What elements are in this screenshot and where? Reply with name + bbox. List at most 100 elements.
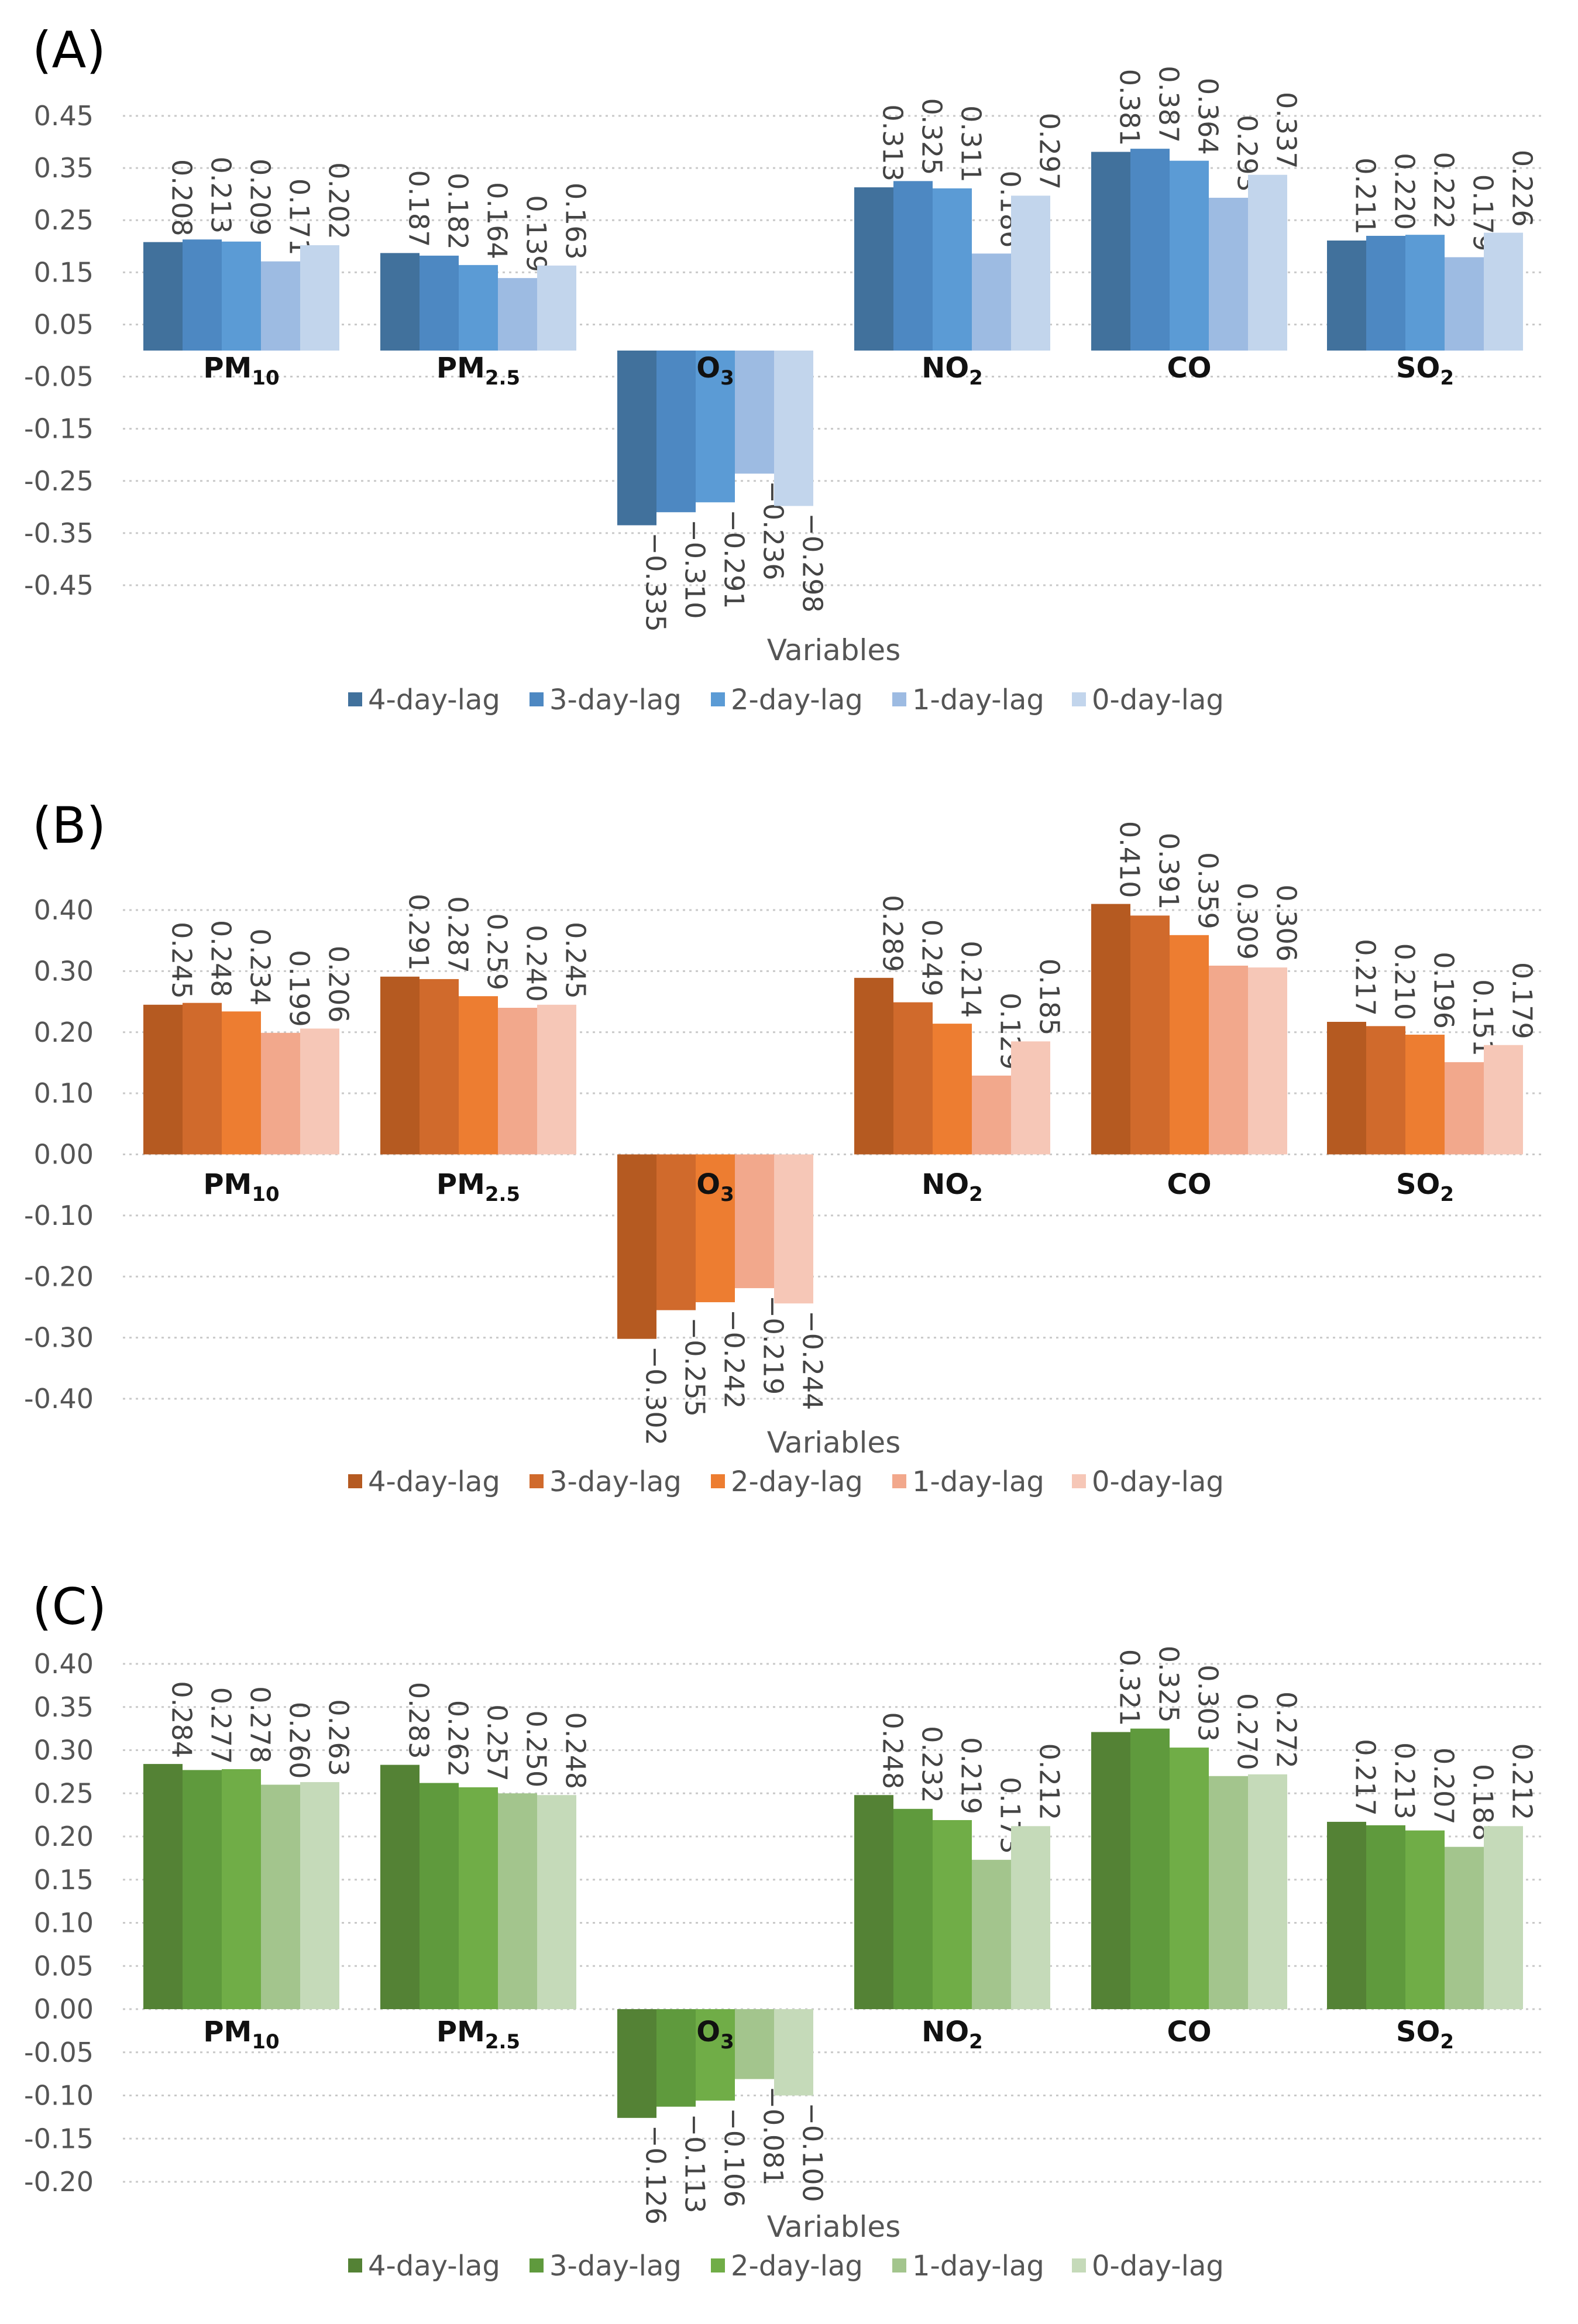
- category-label: PM10: [203, 1168, 279, 1206]
- x-axis-title: Variables: [767, 1426, 901, 1460]
- legend-swatch: [711, 692, 725, 706]
- category-subscript: 2: [1440, 1183, 1454, 1206]
- bar: [300, 245, 339, 351]
- legend-swatch: [711, 2258, 725, 2272]
- chart-panel-b: (B) 0.40 0.30 0.20 0.10 0.00 -0.10 -0.20 -0.30 -0…: [24, 797, 1542, 1498]
- category-base: PM: [203, 1168, 252, 1201]
- bar: [222, 1011, 261, 1155]
- legend-swatch: [892, 1474, 906, 1488]
- data-label: 0.248: [877, 1712, 909, 1789]
- bar: [1091, 152, 1130, 351]
- category-subscript: 2.5: [485, 366, 520, 390]
- data-label: 0.287: [442, 896, 474, 973]
- legend-swatch: [530, 2258, 544, 2272]
- category-base: SO: [1396, 2016, 1440, 2048]
- bar: [854, 187, 893, 351]
- category-base: PM: [203, 352, 252, 385]
- data-label: −0.113: [679, 2114, 711, 2213]
- data-label: 0.337: [1271, 92, 1302, 169]
- legend-label: 2-day-lag: [731, 2250, 863, 2282]
- data-label: 0.306: [1271, 884, 1302, 962]
- data-label: 0.321: [1114, 1649, 1146, 1726]
- category-subscript: 3: [720, 1183, 734, 1206]
- data-label: 0.250: [521, 1711, 552, 1788]
- bar: [1170, 160, 1209, 351]
- data-label: −0.126: [640, 2125, 672, 2225]
- bar: [1327, 240, 1366, 351]
- bar: [1130, 1728, 1170, 2009]
- y-tick-label: 0.10: [34, 1907, 94, 1939]
- data-label: −0.100: [797, 2103, 828, 2202]
- bar: [1011, 195, 1050, 351]
- y-tick-label: 0.35: [34, 1691, 94, 1723]
- y-tick-label: 0.00: [34, 1993, 94, 2025]
- data-label: 0.311: [955, 105, 987, 183]
- data-label: 0.270: [1232, 1693, 1263, 1770]
- category-label: PM2.5: [436, 1168, 520, 1206]
- data-label: 0.387: [1153, 66, 1185, 143]
- bar: [537, 1795, 576, 2009]
- legend-swatch: [711, 1474, 725, 1488]
- y-tick-label: -0.05: [24, 361, 94, 393]
- y-tick-label: 0.30: [34, 955, 94, 987]
- category-base: PM: [203, 2016, 252, 2048]
- data-label: 0.206: [323, 946, 355, 1023]
- bar: [854, 1795, 893, 2009]
- legend-swatch: [530, 1474, 544, 1488]
- data-label: 0.278: [245, 1686, 276, 1763]
- bar: [735, 351, 774, 474]
- data-label: 0.249: [916, 919, 948, 997]
- bar: [498, 278, 537, 351]
- data-label: 0.171: [284, 178, 315, 256]
- bar: [143, 1004, 183, 1155]
- data-label: 0.214: [955, 940, 987, 1018]
- bar: [143, 242, 183, 351]
- category-label: PM2.5: [436, 2016, 520, 2054]
- bar: [183, 1770, 222, 2009]
- category-label: O3: [696, 1168, 734, 1206]
- bar: [300, 1782, 339, 2009]
- category-label: SO2: [1396, 2016, 1454, 2054]
- category-label: NO2: [922, 1168, 983, 1206]
- y-tick-label: 0.20: [34, 1821, 94, 1852]
- bar: [1445, 257, 1484, 351]
- bar: [498, 1793, 537, 2009]
- bar: [1366, 1825, 1405, 2009]
- bar: [893, 1808, 933, 2009]
- data-label: −0.106: [718, 2107, 750, 2207]
- bar: [222, 1769, 261, 2009]
- category-base: SO: [1396, 352, 1440, 385]
- data-label: 0.381: [1114, 69, 1146, 146]
- bar: [183, 1003, 222, 1155]
- y-tick-label: 0.15: [34, 1864, 94, 1896]
- data-label: 0.272: [1271, 1691, 1302, 1769]
- data-label: −0.219: [758, 1295, 789, 1395]
- bar: [1366, 1026, 1405, 1155]
- category-label: O3: [696, 352, 734, 390]
- legend-label: 2-day-lag: [731, 1465, 863, 1498]
- data-label: 0.260: [284, 1702, 315, 1779]
- panel-label: (B): [32, 797, 106, 855]
- bar: [1130, 915, 1170, 1155]
- category-label: PM2.5: [436, 352, 520, 390]
- y-tick-label: -0.45: [24, 569, 94, 601]
- category-base: PM: [436, 1168, 485, 1201]
- bar: [1445, 1846, 1484, 2009]
- data-label: 0.325: [916, 98, 948, 176]
- data-label: 0.164: [482, 182, 513, 259]
- data-label: −0.310: [679, 519, 711, 619]
- y-tick-label: -0.20: [24, 2166, 94, 2198]
- y-tick-label: -0.40: [24, 1383, 94, 1415]
- category-label: NO2: [922, 2016, 983, 2054]
- data-label: 0.291: [403, 894, 435, 971]
- legend-swatch: [348, 1474, 362, 1488]
- data-label: 0.185: [1034, 959, 1065, 1036]
- category-base: PM: [436, 352, 485, 385]
- data-label: −0.302: [640, 1346, 672, 1446]
- category-subscript: 2: [969, 2030, 983, 2054]
- bar: [617, 351, 656, 526]
- data-label: 0.211: [1350, 157, 1381, 235]
- bar: [380, 976, 420, 1155]
- data-label: 0.263: [323, 1699, 355, 1776]
- bar: [656, 2009, 696, 2107]
